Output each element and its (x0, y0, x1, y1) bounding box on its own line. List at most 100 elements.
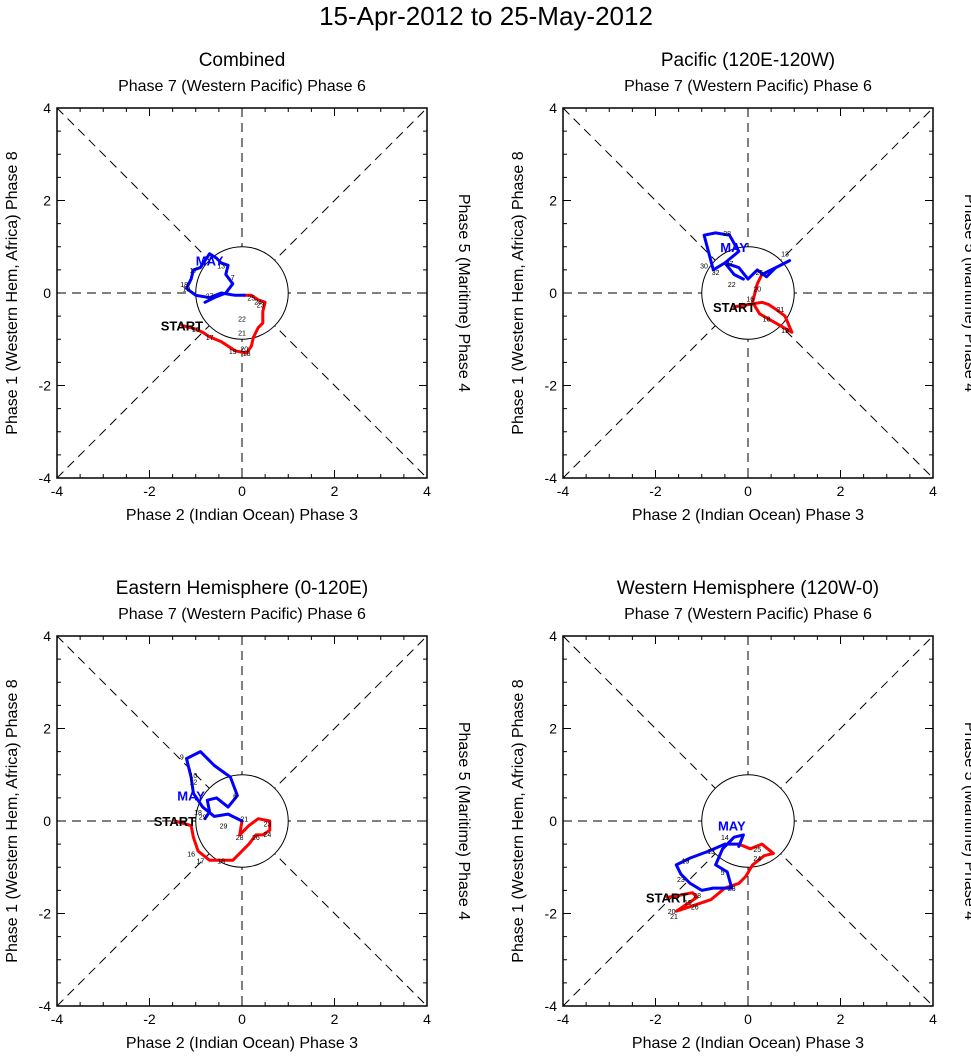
right-axis-label: Phase 5 (Maritime) Phase 4 (961, 194, 971, 392)
y-tick-label: 0 (549, 813, 557, 829)
chart-panel-2: Pacific (120E-120W) Phase 7 (Western Paci… (510, 50, 971, 524)
bottom-axis-label: Phase 2 (Indian Ocean) Phase 3 (632, 1035, 864, 1052)
day-label: 18 (217, 858, 225, 865)
day-label: 16 (192, 327, 200, 334)
day-label: 26 (691, 905, 699, 912)
panel-title: Pacific (120E-120W) (661, 50, 835, 71)
day-label: 21 (238, 330, 246, 337)
left-axis-label: Phase 1 (Western Hem, Africa) Phase 8 (510, 679, 527, 962)
x-tick-label: 0 (744, 483, 752, 499)
series-line-april (173, 817, 272, 862)
day-label: 24 (264, 832, 272, 839)
day-label: 20 (240, 347, 248, 354)
day-label: 5 (721, 870, 725, 877)
y-tick-label: 2 (43, 193, 51, 209)
y-tick-label: -4 (39, 470, 52, 486)
day-label: 25 (247, 296, 255, 303)
panel-title: Combined (199, 50, 286, 71)
x-tick-label: -4 (557, 483, 570, 499)
day-label: 18 (763, 316, 771, 323)
day-label: 27 (726, 261, 734, 268)
series-line-april (180, 293, 267, 355)
x-tick-label: -2 (143, 483, 156, 499)
day-label: 18 (194, 810, 202, 817)
may-label: MAY (196, 254, 224, 269)
day-label: 17 (206, 335, 214, 342)
day-label: 19 (183, 286, 191, 293)
day-label: 14 (721, 835, 729, 842)
bottom-axis-label: Phase 2 (Indian Ocean) Phase 3 (126, 1035, 358, 1052)
y-tick-label: 4 (549, 100, 557, 116)
x-tick-label: 2 (331, 1011, 339, 1027)
day-label: 21 (776, 307, 784, 314)
day-label: 13 (217, 263, 225, 270)
y-tick-label: 0 (549, 285, 557, 301)
may-label: MAY (720, 240, 748, 255)
x-tick-label: 4 (929, 483, 937, 499)
bottom-axis-label: Phase 2 (Indian Ocean) Phase 3 (126, 507, 358, 524)
day-label: 18 (180, 282, 188, 289)
y-tick-label: -2 (39, 906, 52, 922)
day-label: 21 (240, 817, 248, 824)
may-label: MAY (718, 819, 746, 834)
day-label: 28 (693, 893, 701, 900)
y-tick-label: -4 (39, 998, 52, 1014)
day-label: 22 (728, 282, 736, 289)
day-label: 16 (746, 297, 754, 304)
y-tick-label: 4 (43, 628, 51, 644)
day-label: 17 (190, 268, 198, 275)
day-label: 19 (684, 900, 692, 907)
series-line-may (702, 231, 792, 281)
left-axis-label: Phase 1 (Western Hem, Africa) Phase 8 (510, 151, 527, 434)
day-label: 30 (700, 263, 708, 270)
y-tick-label: 4 (549, 628, 557, 644)
y-tick-label: -4 (545, 998, 558, 1014)
y-tick-label: -2 (545, 906, 558, 922)
may-label: MAY (177, 789, 205, 804)
x-tick-label: 0 (744, 1011, 752, 1027)
y-tick-label: 0 (43, 285, 51, 301)
left-axis-label: Phase 1 (Western Hem, Africa) Phase 8 (4, 679, 21, 962)
day-label: 27 (206, 293, 214, 300)
day-label: 19 (682, 858, 690, 865)
day-label: 23 (257, 303, 265, 310)
day-label: 32 (712, 270, 720, 277)
x-tick-label: -4 (51, 483, 64, 499)
day-label: 17 (196, 858, 204, 865)
series-line-may (674, 833, 745, 892)
chart-panel-4: Western Hemisphere (120W-0) Phase 7 (West… (510, 578, 971, 1052)
series-line-april (732, 273, 794, 334)
top-axis-label: Phase 7 (Western Pacific) Phase 6 (118, 606, 366, 623)
start-label: START (646, 890, 688, 905)
x-tick-label: -2 (143, 1011, 156, 1027)
day-label: 19 (781, 328, 789, 335)
top-axis-label: Phase 7 (Western Pacific) Phase 6 (624, 78, 872, 95)
day-label: 18 (243, 351, 251, 358)
x-tick-label: 0 (238, 1011, 246, 1027)
day-label: 12 (190, 780, 198, 787)
day-label: 23 (728, 886, 736, 893)
right-axis-label: Phase 5 (Maritime) Phase 4 (961, 722, 971, 920)
y-tick-label: 2 (549, 721, 557, 737)
day-label: 25 (756, 270, 764, 277)
y-tick-label: -2 (39, 378, 52, 394)
panel-title: Eastern Hemisphere (0-120E) (116, 578, 368, 599)
y-tick-label: 2 (43, 721, 51, 737)
x-tick-label: 4 (423, 483, 431, 499)
y-tick-label: 4 (43, 100, 51, 116)
main-title: 15-Apr-2012 to 25-May-2012 (319, 1, 653, 31)
day-label: 28 (723, 231, 731, 238)
x-tick-label: -2 (649, 483, 662, 499)
start-label: START (154, 814, 196, 829)
y-tick-label: 2 (549, 193, 557, 209)
day-label: 20 (668, 909, 676, 916)
day-label: 13 (707, 849, 715, 856)
day-label: 10 (190, 773, 198, 780)
day-label: 29 (199, 814, 207, 821)
series-line-may (185, 750, 244, 823)
x-tick-label: 2 (837, 1011, 845, 1027)
panel-title: Western Hemisphere (120W-0) (617, 578, 879, 599)
day-label: 13 (781, 252, 789, 259)
day-label: 28 (236, 835, 244, 842)
